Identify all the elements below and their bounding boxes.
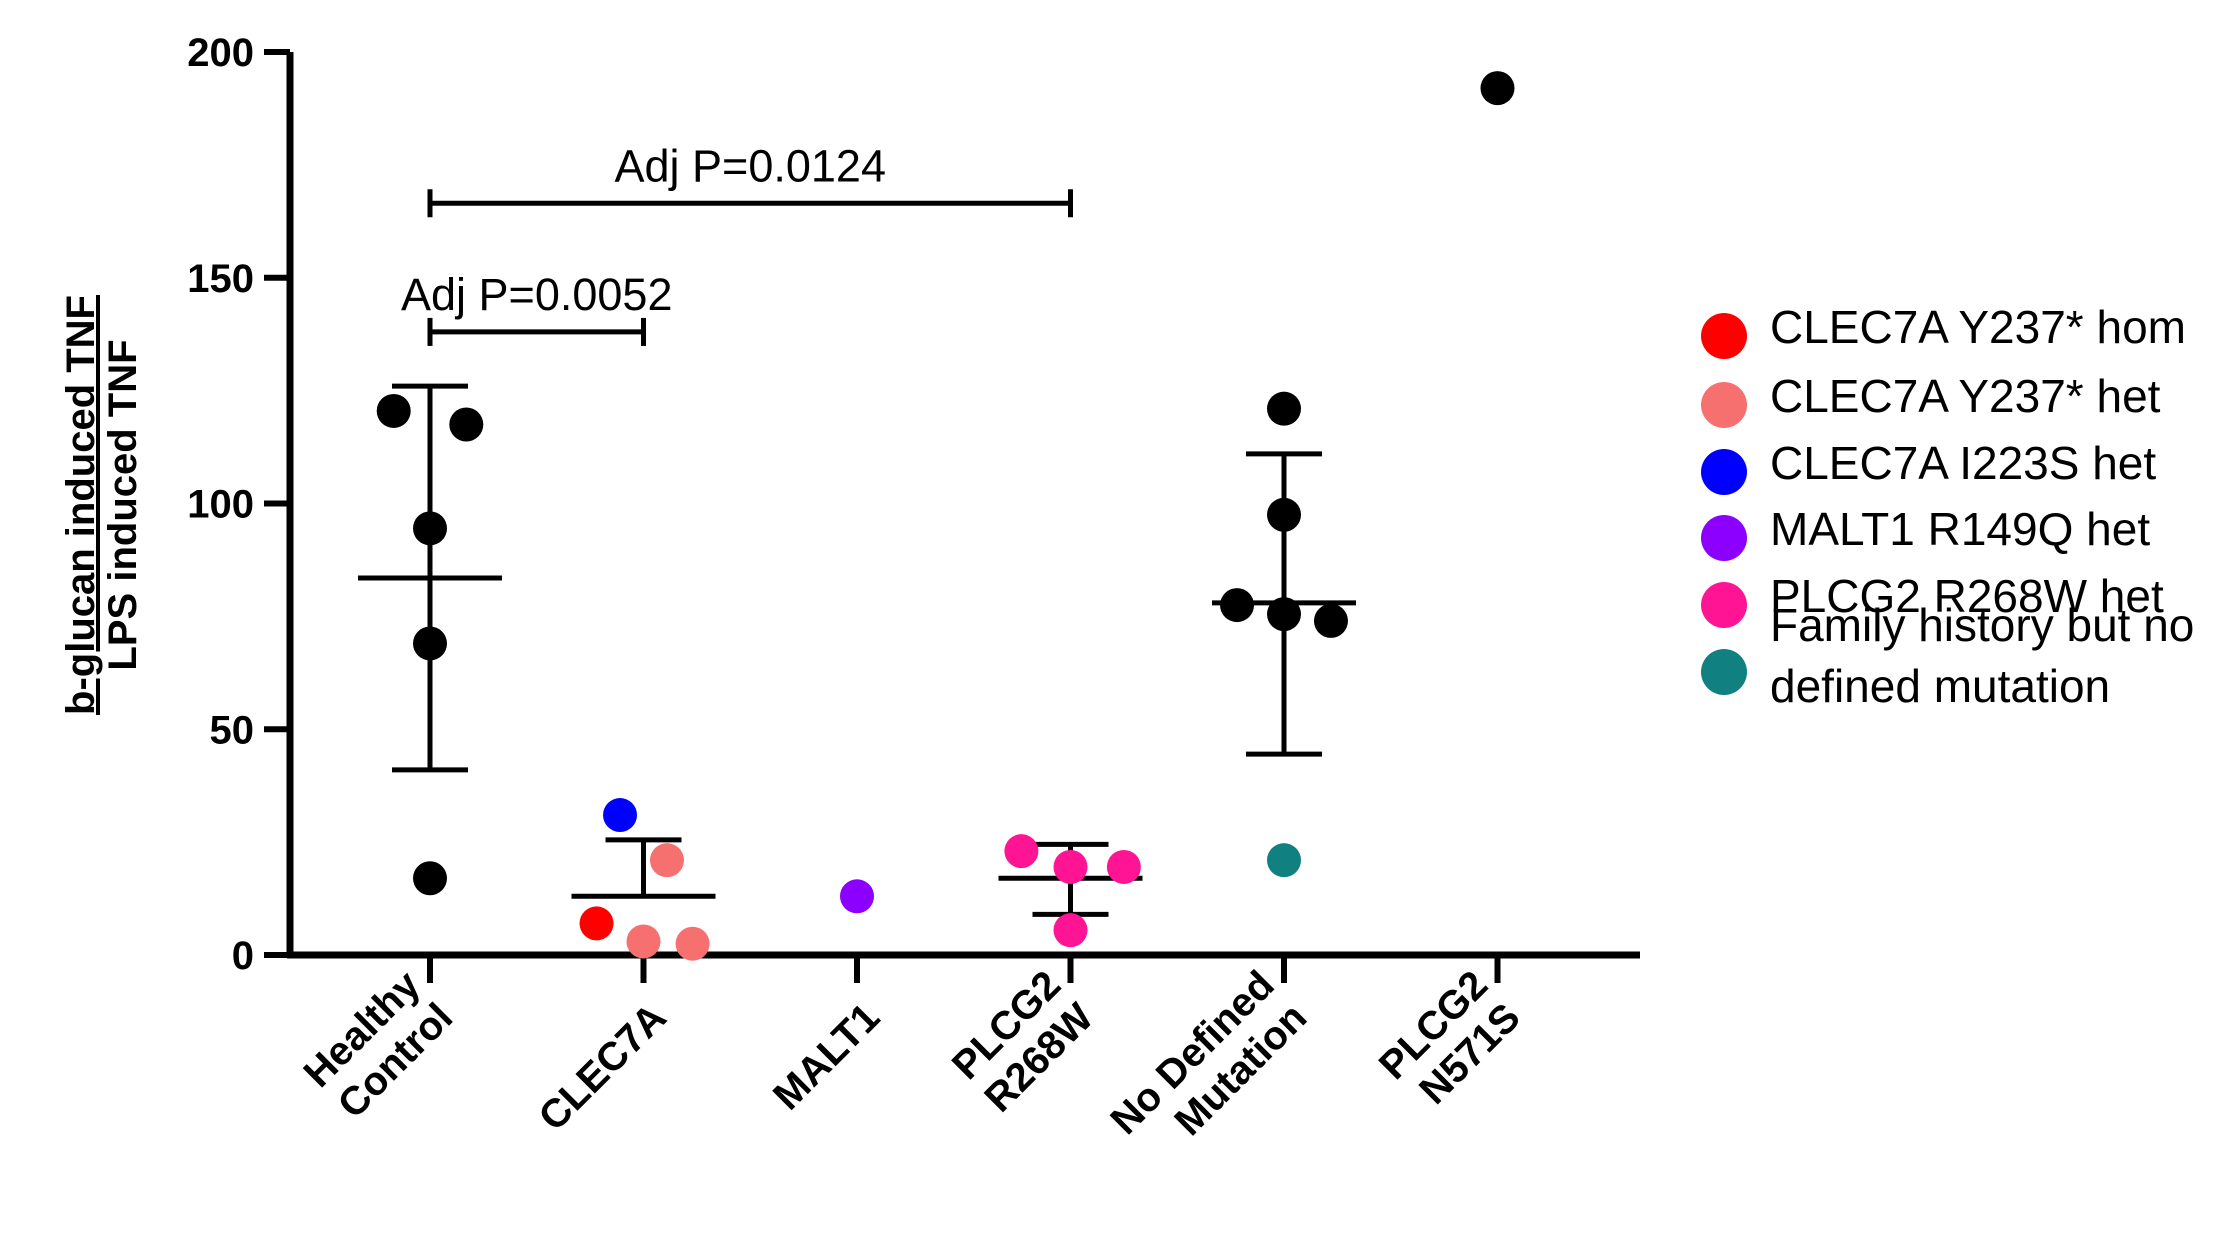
data-point bbox=[579, 906, 614, 941]
x-tick-label-line: MALT1 bbox=[765, 995, 888, 1118]
data-point bbox=[1004, 834, 1039, 869]
y-axis-numerator: b-glucan induced TNF bbox=[59, 295, 103, 715]
p-value-label: Adj P=0.0052 bbox=[401, 269, 672, 320]
data-point bbox=[675, 926, 710, 961]
legend-label: Family history but no bbox=[1770, 599, 2194, 651]
y-tick-label: 150 bbox=[187, 257, 254, 301]
legend-label: CLEC7A I223S het bbox=[1770, 437, 2156, 489]
x-tick-label: MALT1 bbox=[765, 995, 888, 1118]
data-point bbox=[413, 511, 447, 546]
x-tick-label-line: CLEC7A bbox=[530, 995, 674, 1139]
data-point bbox=[1053, 849, 1088, 884]
data-point bbox=[413, 626, 447, 661]
data-point bbox=[626, 924, 661, 959]
x-tick-label: CLEC7A bbox=[530, 995, 674, 1139]
data-point bbox=[840, 879, 874, 914]
legend-marker bbox=[1701, 449, 1747, 495]
legend-marker bbox=[1701, 382, 1747, 428]
y-axis-denominator: LPS induced TNF bbox=[101, 339, 145, 670]
y-tick-label: 0 bbox=[232, 934, 254, 978]
data-point bbox=[1313, 603, 1348, 638]
y-tick-label: 100 bbox=[187, 483, 254, 527]
data-points bbox=[376, 71, 1515, 961]
data-point bbox=[649, 843, 684, 878]
legend-label: PLCG2 R268W het bbox=[1770, 570, 2164, 622]
data-point bbox=[1267, 391, 1301, 426]
legend-marker bbox=[1701, 515, 1747, 561]
legend-marker bbox=[1701, 649, 1747, 695]
data-point bbox=[1053, 913, 1088, 948]
data-point bbox=[1267, 843, 1301, 878]
y-tick-label: 50 bbox=[210, 708, 255, 752]
legend-marker bbox=[1701, 582, 1747, 628]
legend-label: CLEC7A Y237* hom bbox=[1770, 301, 2186, 353]
error-bars bbox=[358, 383, 1356, 917]
y-tick-label: 200 bbox=[187, 31, 254, 75]
legend-label: defined mutation bbox=[1770, 660, 2110, 712]
legend: CLEC7A Y237* hom CLEC7A Y237* het CLEC7A I… bbox=[1701, 301, 2194, 712]
data-point bbox=[413, 861, 447, 896]
legend-label: CLEC7A Y237* het bbox=[1770, 370, 2161, 422]
data-point bbox=[449, 407, 484, 442]
legend-label: MALT1 R149Q het bbox=[1770, 503, 2150, 555]
p-value-label: Adj P=0.0124 bbox=[615, 140, 886, 191]
data-point bbox=[1267, 497, 1301, 532]
data-point bbox=[603, 798, 638, 833]
significance-annotations: Adj P=0.0124 Adj P=0.0052 bbox=[401, 140, 1073, 346]
data-point bbox=[1267, 597, 1301, 632]
legend-marker bbox=[1701, 313, 1747, 359]
data-point bbox=[1480, 71, 1515, 106]
data-point bbox=[1220, 588, 1255, 623]
data-point bbox=[376, 393, 411, 428]
data-point bbox=[1106, 849, 1141, 884]
